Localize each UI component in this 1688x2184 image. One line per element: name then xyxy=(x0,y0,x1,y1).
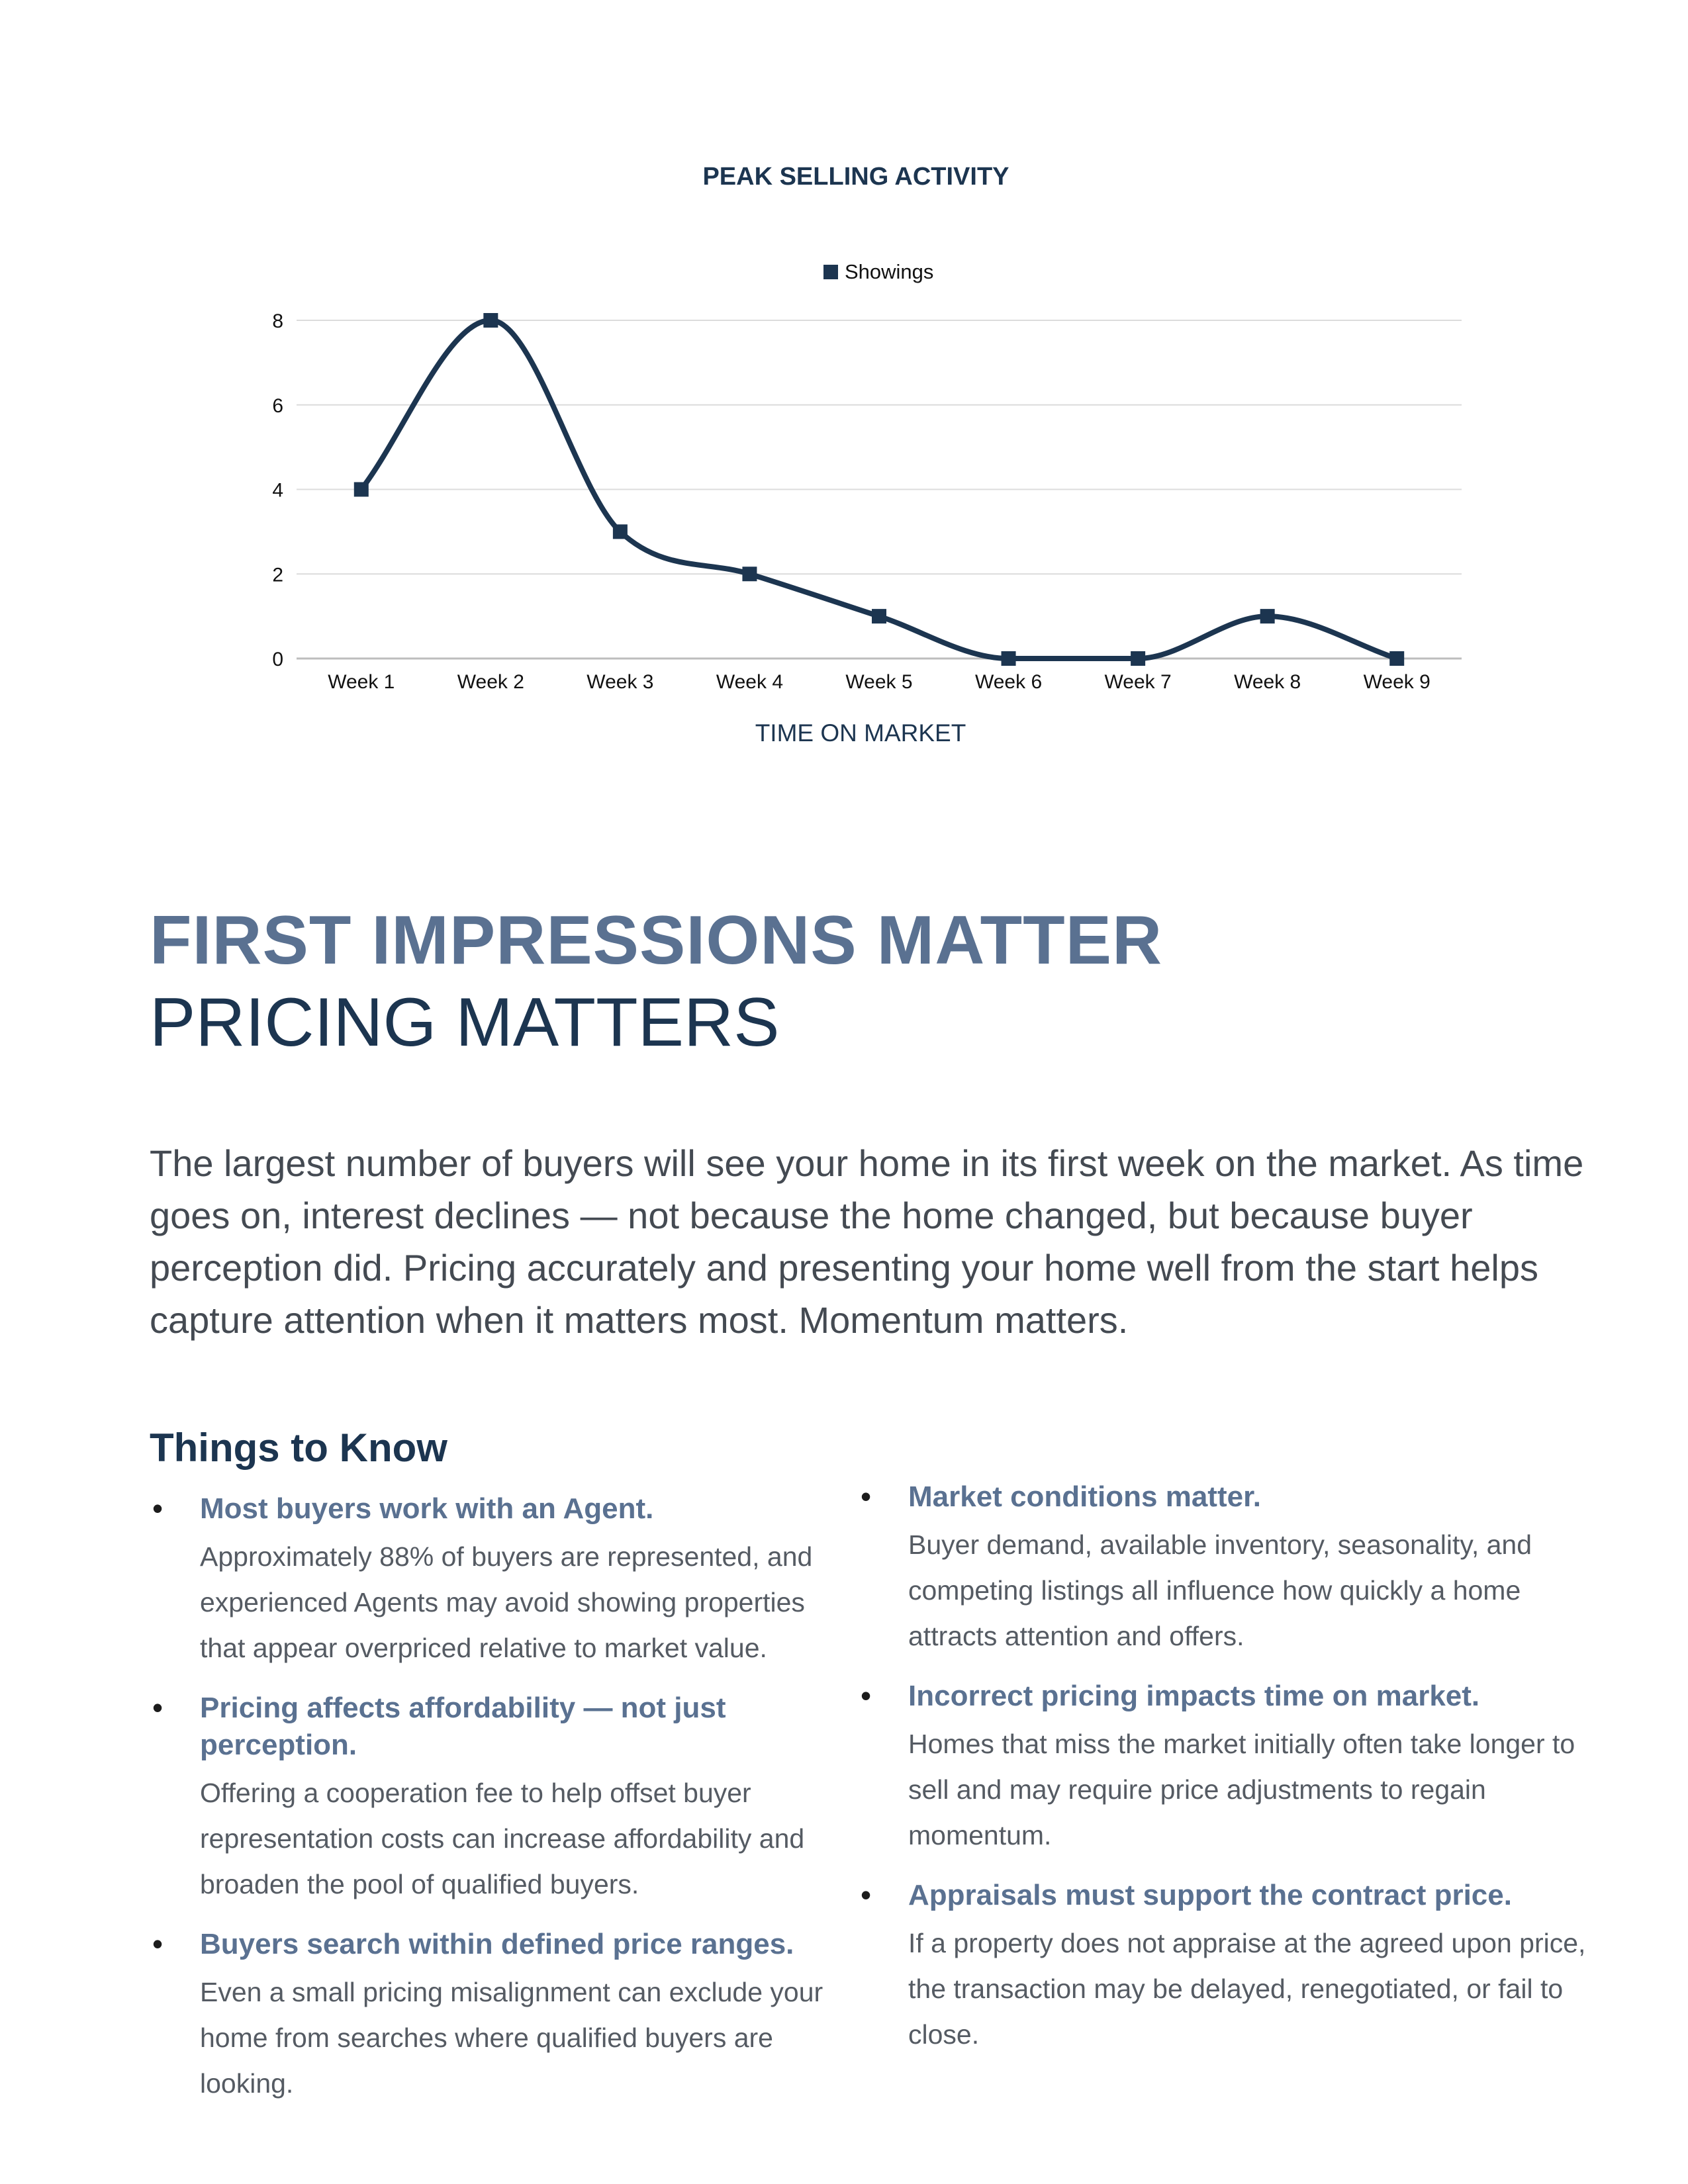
x-tick-label: Week 6 xyxy=(975,671,1042,693)
series-points-showings xyxy=(353,313,1405,666)
data-point xyxy=(1001,651,1016,666)
bullet-icon: • xyxy=(152,1927,164,1961)
showings-line-chart: PEAK SELLING ACTIVITY Showings 0 2 4 6 8 Wee… xyxy=(272,163,1462,747)
item-body: Even a small pricing misalignment can ex… xyxy=(200,1977,823,2099)
item-title: Market conditions matter. xyxy=(908,1480,1262,1513)
things-list-right: • Market conditions matter. Buyer demand… xyxy=(858,1479,1593,2076)
data-point xyxy=(353,482,369,497)
item-title: Most buyers work with an Agent. xyxy=(200,1492,654,1525)
bullet-icon: • xyxy=(152,1491,164,1525)
x-tick-label: Week 8 xyxy=(1234,671,1301,693)
y-tick-label: 6 xyxy=(272,395,283,417)
data-point xyxy=(483,313,498,328)
data-point xyxy=(1260,609,1275,624)
item-title: Appraisals must support the contract pri… xyxy=(908,1879,1512,1911)
data-point xyxy=(1131,651,1146,666)
item-body: Offering a cooperation fee to help offse… xyxy=(200,1778,805,1899)
x-tick-label: Week 2 xyxy=(457,671,524,693)
y-tick-label: 8 xyxy=(272,310,283,332)
bullet-icon: • xyxy=(861,1678,872,1713)
headline-secondary: PRICING MATTERS xyxy=(150,984,780,1061)
item-body: Buyer demand, available inventory, seaso… xyxy=(908,1529,1532,1651)
item-body: Approximately 88% of buyers are represen… xyxy=(200,1541,813,1663)
chart-legend: Showings xyxy=(823,260,933,283)
x-axis-title: TIME ON MARKET xyxy=(755,719,966,747)
data-point xyxy=(742,567,757,582)
y-axis-ticks: 0 2 4 6 8 xyxy=(272,310,283,670)
y-tick-label: 0 xyxy=(272,649,283,670)
x-tick-label: Week 7 xyxy=(1105,671,1172,693)
item-title: Buyers search within defined price range… xyxy=(200,1928,794,1960)
things-list-left: • Most buyers work with an Agent. Approx… xyxy=(150,1490,831,2125)
item-body: If a property does not appraise at the a… xyxy=(908,1928,1586,2050)
legend-label: Showings xyxy=(845,260,933,283)
legend-swatch xyxy=(823,265,838,279)
x-tick-label: Week 3 xyxy=(586,671,653,693)
list-item: • Incorrect pricing impacts time on mark… xyxy=(858,1678,1593,1858)
list-item: • Market conditions matter. Buyer demand… xyxy=(858,1479,1593,1659)
item-title: Pricing affects affordability — not just… xyxy=(200,1692,726,1761)
list-item: • Appraisals must support the contract p… xyxy=(858,1877,1593,2058)
list-item: • Buyers search within defined price ran… xyxy=(150,1926,831,2107)
chart-title: PEAK SELLING ACTIVITY xyxy=(702,163,1009,191)
x-tick-label: Week 1 xyxy=(328,671,395,693)
y-tick-label: 2 xyxy=(272,564,283,586)
x-tick-label: Week 5 xyxy=(845,671,912,693)
intro-paragraph: The largest number of buyers will see yo… xyxy=(150,1142,1584,1341)
bullet-icon: • xyxy=(152,1690,164,1725)
list-item: • Most buyers work with an Agent. Approx… xyxy=(150,1490,831,1671)
x-axis-ticks: Week 1 Week 2 Week 3 Week 4 Week 5 Week 6 Week… xyxy=(328,671,1430,693)
list-item: • Pricing affects affordability — not ju… xyxy=(150,1690,831,1907)
data-point xyxy=(612,524,628,539)
x-tick-label: Week 4 xyxy=(716,671,783,693)
y-tick-label: 4 xyxy=(272,480,283,502)
x-tick-label: Week 9 xyxy=(1364,671,1430,693)
data-point xyxy=(872,609,886,624)
data-point xyxy=(1389,651,1405,666)
bullet-icon: • xyxy=(861,1479,872,1514)
things-to-know-heading: Things to Know xyxy=(150,1426,447,1470)
series-line-showings xyxy=(358,318,1400,662)
headline-primary: FIRST IMPRESSIONS MATTER xyxy=(150,902,1163,979)
item-body: Homes that miss the market initially oft… xyxy=(908,1729,1575,1850)
chart-gridlines xyxy=(297,320,1462,660)
item-title: Incorrect pricing impacts time on market… xyxy=(908,1680,1480,1712)
bullet-icon: • xyxy=(861,1878,872,1912)
